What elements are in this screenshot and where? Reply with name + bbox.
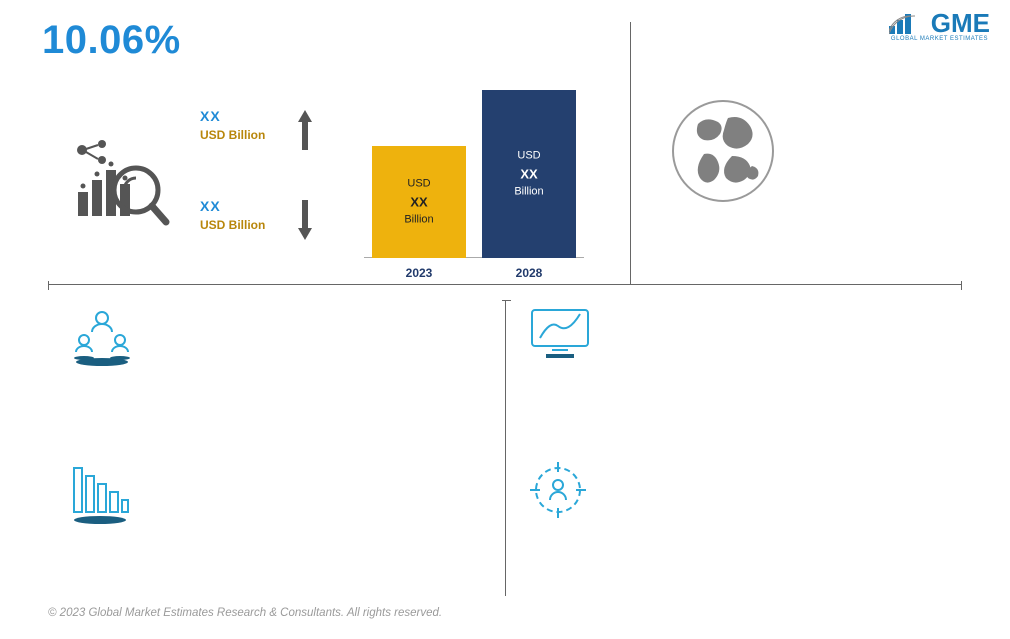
copyright-footer: © 2023 Global Market Estimates Research … [48,607,442,619]
monitor-trend-icon [528,306,592,367]
bottom-divider-vertical [505,300,506,596]
arrow-up-icon [296,108,310,157]
bar-2028-label: USD XX Billion [482,148,576,199]
market-size-bar-chart: USD XX Billion 2023 USD XX Billion 2028 [364,88,584,258]
top-divider-horizontal [48,284,962,285]
logo-bars-icon [889,10,925,38]
globe-icon [668,96,778,211]
logo-text: GME [931,8,990,39]
bar-2023-billion: Billion [404,214,433,226]
top-divider-vertical [630,22,631,284]
bar-2023-label: USD XX Billion [372,176,466,227]
stat-low-xx: XX [200,198,265,214]
team-people-icon [70,310,134,375]
analytics-chart-icon [70,140,170,241]
year-label-2028: 2028 [482,266,576,280]
stat-high-usd: USD Billion [200,128,265,142]
stat-high: XX USD Billion [200,108,265,142]
year-label-2023: 2023 [372,266,466,280]
arrow-down-icon [296,198,310,247]
declining-bars-icon [72,462,132,533]
cagr-value: 10.06% [42,18,181,63]
stat-low-usd: USD Billion [200,218,265,232]
bar-2023: USD XX Billion [372,146,466,258]
bar-2028-usd: USD [517,149,540,161]
bar-2028-xx: XX [482,165,576,183]
target-user-icon [528,460,588,525]
stat-low: XX USD Billion [200,198,265,232]
bar-2028: USD XX Billion [482,90,576,258]
bar-2028-billion: Billion [514,186,543,198]
brand-logo: GME [889,8,990,39]
logo-subtext: GLOBAL MARKET ESTIMATES [891,36,988,42]
stat-high-xx: XX [200,108,265,124]
bar-2023-xx: XX [372,193,466,211]
bar-2023-usd: USD [407,177,430,189]
